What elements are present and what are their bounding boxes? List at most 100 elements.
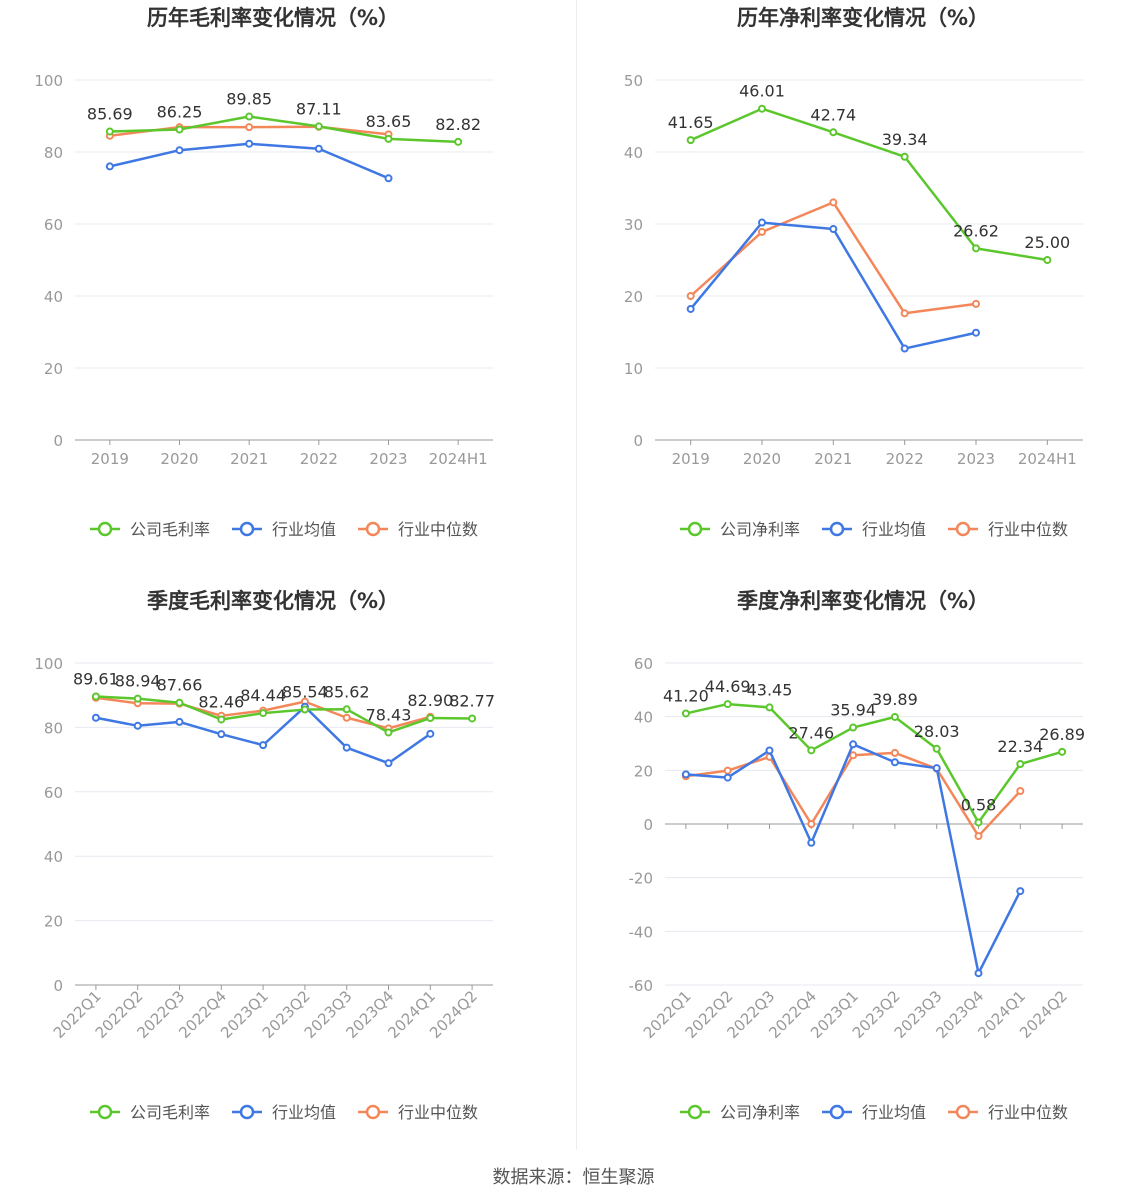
data-point-industry-avg — [384, 759, 393, 768]
y-tick-label: 50 — [624, 72, 643, 90]
data-point-company — [175, 125, 184, 134]
data-point-company — [932, 744, 941, 753]
y-tick-label: 20 — [624, 288, 643, 306]
x-tick-label: 2020 — [160, 450, 198, 468]
data-label: 82.46 — [198, 692, 244, 711]
data-label: 41.65 — [668, 113, 714, 132]
x-tick-label: 2020 — [743, 450, 781, 468]
data-label: 78.43 — [366, 705, 412, 724]
legend-label: 行业均值 — [862, 1103, 926, 1122]
data-label: 26.89 — [1039, 725, 1085, 744]
data-point-company — [384, 134, 393, 143]
annual-net-margin-chart: 历年净利率变化情况（%） 0 10 20 30 40 50 2019 2020 2021 2022 2… — [590, 0, 1147, 580]
data-label: 22.34 — [997, 737, 1043, 756]
data-point-company — [807, 746, 816, 755]
legend-label: 公司净利率 — [720, 1103, 800, 1122]
series-line-company — [685, 702, 1063, 824]
data-point-company — [1058, 747, 1067, 756]
data-point-industry-avg — [829, 225, 838, 234]
data-point-industry-avg — [342, 743, 351, 752]
legend-label: 行业中位数 — [398, 520, 478, 539]
data-point-industry-avg — [974, 969, 983, 978]
y-tick-label: 60 — [634, 655, 653, 673]
x-tick-label: 2019 — [91, 450, 129, 468]
data-source-note: 数据来源：恒生聚源 — [492, 1167, 655, 1188]
data-label: 83.65 — [366, 112, 412, 131]
legend-item-industry-median: 行业中位数 — [358, 520, 478, 539]
chart-title: 历年毛利率变化情况（%） — [147, 6, 399, 30]
data-label: 27.46 — [788, 723, 834, 742]
data-label: 87.11 — [296, 99, 342, 118]
x-tick-label: 2022 — [300, 450, 338, 468]
series-line-company — [95, 695, 473, 734]
data-point-company — [900, 152, 909, 161]
legend-marker — [829, 521, 845, 537]
data-point-company — [175, 698, 184, 707]
data-point-industry-avg — [890, 758, 899, 767]
legend-item-industry-avg: 行业均值 — [822, 1103, 926, 1122]
data-point-industry-median — [972, 299, 980, 308]
data-label: 82.90 — [407, 691, 453, 710]
data-point-industry-avg — [681, 770, 690, 779]
x-tick-label: 2024H1 — [1018, 450, 1077, 468]
data-label: 87.66 — [157, 676, 203, 695]
legend-item-company: 公司净利率 — [680, 1103, 800, 1122]
legend-item-industry-avg: 行业均值 — [232, 520, 336, 539]
series-line-company — [690, 107, 1048, 262]
y-tick-label: 100 — [34, 655, 63, 673]
data-point-company — [849, 723, 858, 732]
chart-svg: 历年净利率变化情况（%） 0 10 20 30 40 50 2019 2020 2021 2022 2… — [624, 6, 1083, 539]
data-label: 82.77 — [449, 691, 495, 710]
data-point-company — [723, 700, 732, 709]
y-tick-label: 80 — [44, 719, 63, 737]
data-point-industry-median — [758, 227, 766, 236]
data-point-company — [468, 714, 477, 723]
x-tick-label: 2023 — [369, 450, 407, 468]
data-label: 85.69 — [87, 105, 133, 124]
annual-gross-margin-chart: 历年毛利率变化情况（%） 0 20 40 60 80 100 2019 2020 2021 2022… — [0, 0, 573, 580]
data-label: 26.62 — [953, 221, 999, 240]
x-tick-label: 2021 — [814, 450, 852, 468]
data-label: 0.58 — [961, 795, 997, 814]
data-point-industry-avg — [765, 746, 774, 755]
data-point-company — [342, 705, 351, 714]
y-tick-label: 10 — [624, 360, 643, 378]
data-label: 41.20 — [663, 686, 709, 705]
legend-label: 行业中位数 — [988, 1103, 1068, 1122]
chart-svg: 季度毛利率变化情况（%）0204060801002022Q12022Q22022… — [34, 589, 495, 1122]
data-point-company — [91, 692, 100, 701]
chart-svg: 历年毛利率变化情况（%） 0 20 40 60 80 100 2019 2020 2021 2022… — [34, 6, 493, 539]
legend-marker — [365, 1104, 381, 1120]
y-tick-label: 30 — [624, 216, 643, 234]
data-point-industry-avg — [900, 344, 909, 353]
data-point-company — [758, 104, 766, 113]
series-line-industry-avg — [689, 221, 977, 350]
data-point-company — [259, 709, 268, 718]
x-tick-label: 2022 — [886, 450, 924, 468]
y-tick-label: 20 — [44, 913, 63, 931]
quarterly-gross-margin-chart: 季度毛利率变化情况（%） 0 20 40 60 80 100 2022Q1 2022Q2 2022… — [0, 583, 573, 1163]
legend-label: 行业均值 — [862, 520, 926, 539]
x-tick-label: 2019 — [672, 450, 710, 468]
data-point-industry-median — [723, 766, 732, 775]
data-point-industry-avg — [245, 139, 254, 148]
y-tick-label: 80 — [44, 144, 63, 162]
data-point-company — [133, 694, 142, 703]
data-point-industry-avg — [1016, 887, 1025, 896]
data-label: 89.61 — [73, 669, 119, 688]
data-point-industry-median — [974, 832, 983, 841]
data-point-industry-avg — [384, 174, 393, 183]
data-point-industry-avg — [314, 144, 323, 153]
x-tick-label: 2024H1 — [429, 450, 488, 468]
data-point-company — [105, 127, 114, 136]
chart-svg: 季度净利率变化情况（%）-60-40-2002040602022Q12022Q2… — [629, 589, 1086, 1122]
data-point-industry-avg — [175, 146, 184, 155]
data-point-company — [384, 728, 393, 737]
legend-label: 公司毛利率 — [130, 520, 210, 539]
data-label: 84.44 — [240, 686, 286, 705]
y-tick-label: 0 — [53, 977, 63, 995]
x-tick-label: 2021 — [230, 450, 268, 468]
data-point-company — [217, 715, 226, 724]
data-point-industry-median — [890, 748, 899, 757]
y-tick-label: -40 — [629, 923, 654, 941]
